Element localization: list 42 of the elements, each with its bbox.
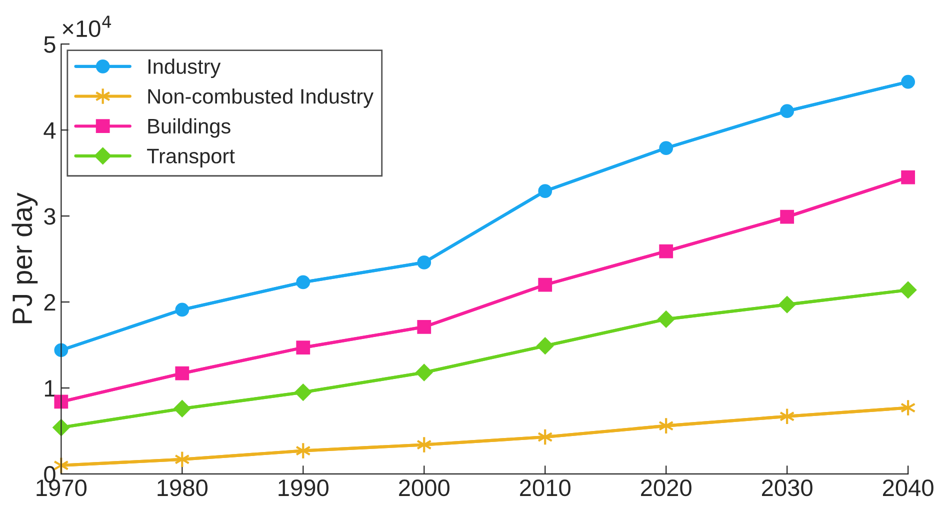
- point: [52, 418, 70, 436]
- point: [780, 210, 794, 224]
- y-tick-label: 1: [44, 380, 56, 397]
- text: ×10$^{4}$: [62, 16, 112, 38]
- legend-label: Buildings: [148, 118, 230, 138]
- point: [901, 170, 916, 184]
- point: [780, 104, 794, 118]
- x-tick-label: 2040: [882, 479, 934, 496]
- point: [658, 310, 675, 328]
- point: [659, 141, 674, 156]
- y-tick-label: 3: [44, 208, 56, 225]
- y-tick-label: 5: [44, 36, 56, 53]
- point: [778, 296, 796, 314]
- point: [296, 340, 310, 355]
- point: [174, 400, 191, 418]
- point: [659, 244, 674, 258]
- x-tick-label: 2000: [399, 479, 450, 496]
- y-axis-title: PJ per day: [12, 192, 38, 324]
- point: [900, 281, 917, 299]
- point: [54, 343, 68, 358]
- x-tick-label: 2020: [641, 479, 692, 496]
- x-tick-label: 1990: [278, 479, 328, 496]
- point: [538, 278, 552, 292]
- point: [417, 255, 432, 270]
- x-tick-label: 2030: [762, 479, 812, 496]
- point: [54, 394, 68, 409]
- point: [538, 184, 552, 198]
- point: [296, 275, 310, 290]
- x-tick-label: 1980: [158, 479, 208, 496]
- y-tick-label: 4: [44, 122, 56, 139]
- point: [536, 337, 554, 354]
- point: [901, 74, 916, 89]
- legend-label: Industry: [148, 58, 221, 78]
- legend-label: Non-combusted Industry: [148, 88, 374, 108]
- point: [417, 320, 432, 334]
- x-tick-label: 2010: [520, 479, 570, 496]
- legend-label: Transport: [147, 148, 235, 168]
- point: [175, 302, 190, 317]
- point: [175, 366, 190, 380]
- point: [416, 364, 433, 382]
- y-tick-label: 2: [44, 294, 56, 311]
- point: [294, 384, 312, 401]
